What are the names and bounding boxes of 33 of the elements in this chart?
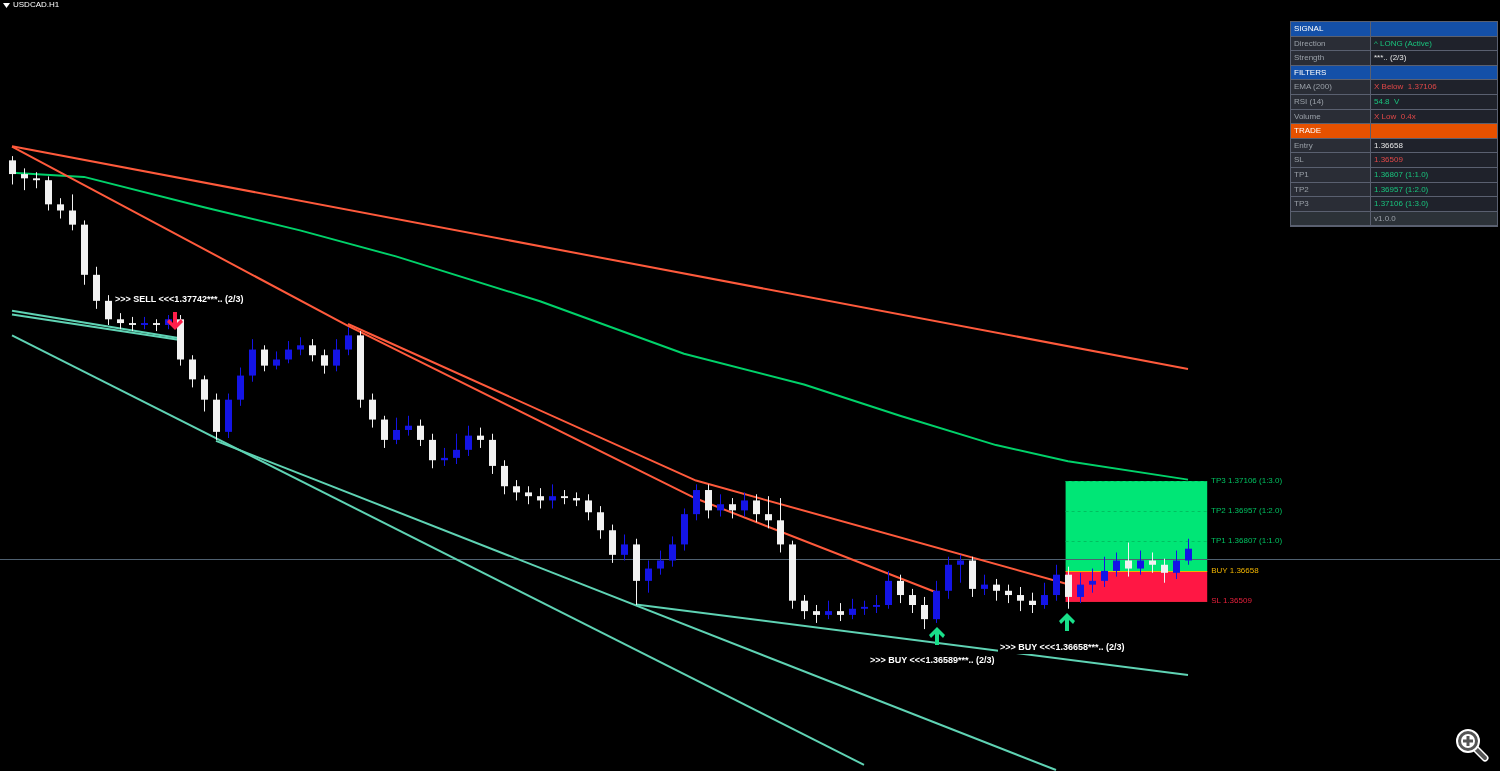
annotation: >>> SELL <<<1.37742***.. (2/3): [115, 294, 244, 305]
text: 1.36807 (1:1.0): [1371, 167, 1497, 182]
text: TP2: [1291, 182, 1370, 197]
text: SIGNAL: [1291, 22, 1370, 36]
text: 1.36658: [1371, 138, 1497, 153]
text: SL: [1291, 153, 1370, 167]
text: 1.36509: [1371, 153, 1497, 167]
text: Strength: [1291, 51, 1370, 65]
text: X Below 1.37106: [1371, 80, 1497, 94]
text: 54.8 V: [1371, 94, 1497, 109]
text: TP3: [1291, 197, 1370, 211]
text: ***.. (2/3): [1371, 51, 1497, 65]
text: 1.37106 (1:3.0): [1371, 197, 1497, 211]
text: FILTERS: [1291, 65, 1370, 80]
chart-title: USDCAD.H1: [13, 0, 60, 9]
ref-line-label: SL 1.36509: [1211, 596, 1253, 606]
text: TRADE: [1291, 124, 1370, 138]
text: X Low 0.4x: [1371, 109, 1497, 124]
text: Direction: [1291, 36, 1370, 51]
text: TP1: [1291, 167, 1370, 182]
text: >>> BUY <<<1.36589***.. (2/3): [870, 655, 995, 666]
text: TP1 1.36807 (1:1.0): [1211, 536, 1283, 546]
text: 1.36957 (1:2.0): [1371, 182, 1497, 197]
text: TP2 1.36957 (1:2.0): [1211, 506, 1283, 516]
text: >>> BUY <<<1.36658***.. (2/3): [1000, 642, 1125, 653]
ref-line-label: BUY 1.36658: [1211, 566, 1260, 576]
text: TP3 1.37106 (1:3.0): [1211, 476, 1283, 486]
text: EMA (200): [1291, 80, 1370, 94]
text: v1.0.0: [1371, 211, 1497, 226]
text: ^ LONG (Active): [1371, 36, 1497, 51]
text: Volume: [1291, 109, 1370, 124]
text: RSI (14): [1291, 94, 1370, 109]
text: Entry: [1291, 138, 1370, 153]
